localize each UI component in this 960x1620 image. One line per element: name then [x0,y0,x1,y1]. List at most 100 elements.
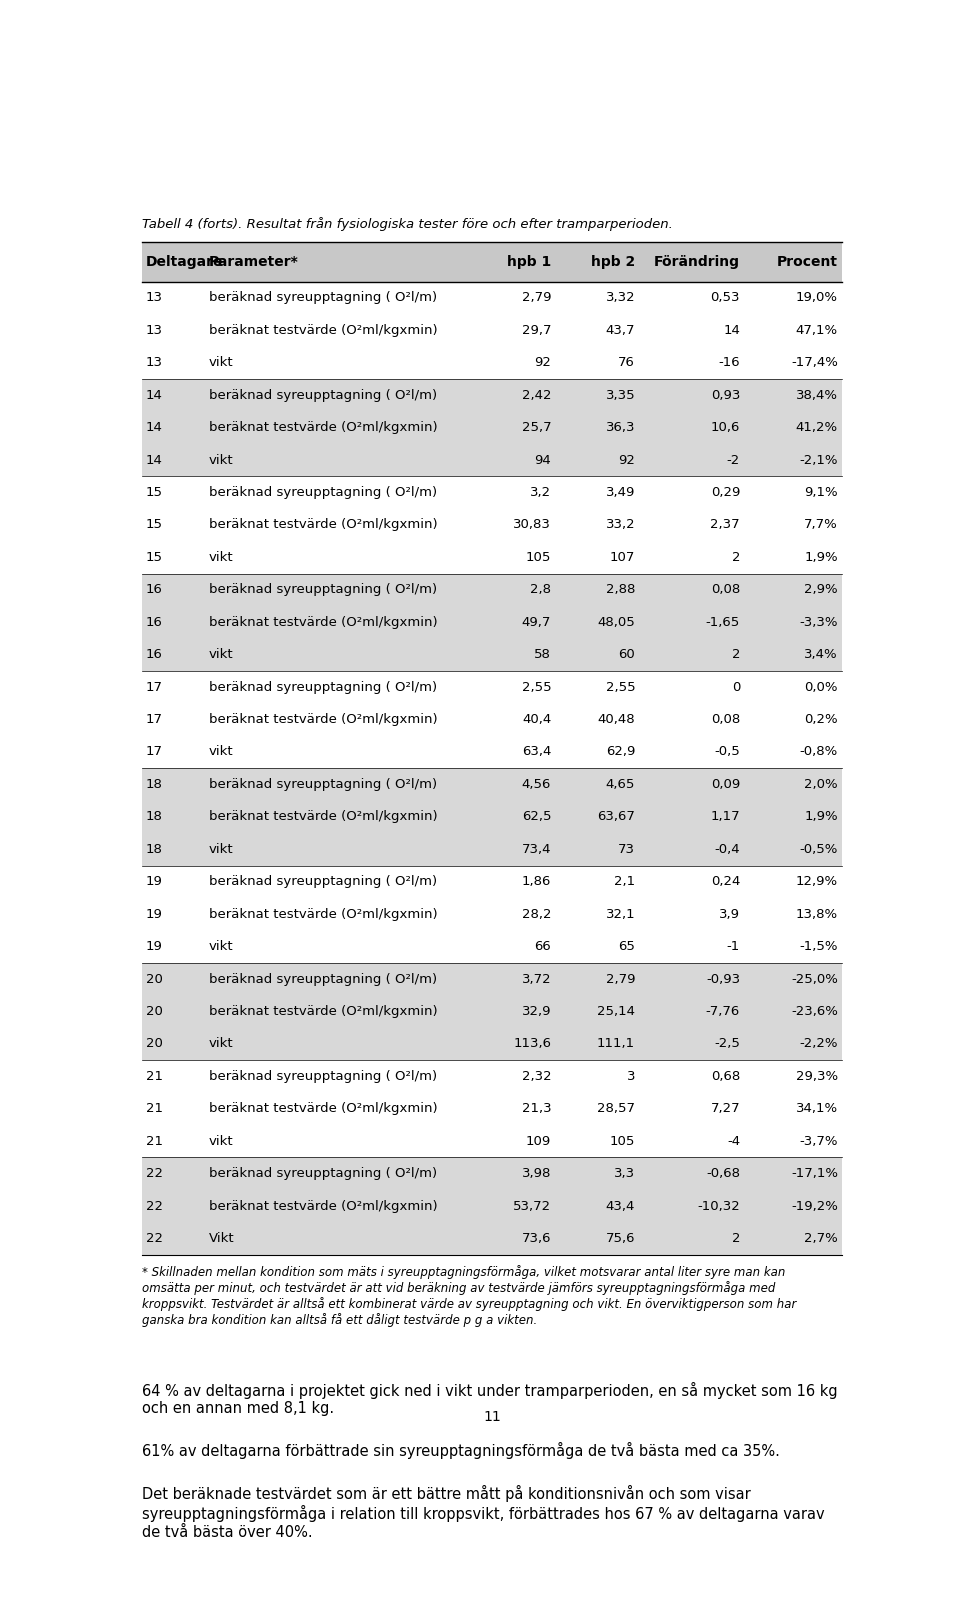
Text: 36,3: 36,3 [606,421,636,434]
Text: 40,48: 40,48 [597,713,636,726]
Text: 17: 17 [146,745,163,758]
Bar [142,314,842,347]
Text: Parameter*: Parameter* [209,254,299,269]
Text: 3: 3 [627,1069,636,1082]
Text: 73: 73 [618,842,636,855]
Text: * Skillnaden mellan kondition som mäts i syreupptagningsförmåga, vilket motsvara: * Skillnaden mellan kondition som mäts i… [142,1265,797,1327]
Text: vikt: vikt [209,356,233,369]
Text: beräknad syreupptagning ( O²l/m): beräknad syreupptagning ( O²l/m) [209,486,437,499]
Text: vikt: vikt [209,1134,233,1147]
Text: 53,72: 53,72 [513,1199,551,1212]
Text: -0,93: -0,93 [706,972,740,985]
Bar [142,962,842,995]
Text: 14: 14 [146,421,163,434]
Bar [142,735,842,768]
Text: 61% av deltagarna förbättrade sin syreupptagningsförmåga de två bästa med ca 35%: 61% av deltagarna förbättrade sin syreup… [142,1442,780,1460]
Bar [142,1059,842,1092]
Text: vikt: vikt [209,1037,233,1050]
Text: hpb 2: hpb 2 [591,254,636,269]
Text: 32,9: 32,9 [521,1004,551,1017]
Text: 16: 16 [146,583,163,596]
Text: 0,53: 0,53 [710,292,740,305]
Text: 1,9%: 1,9% [804,810,838,823]
Text: 73,6: 73,6 [521,1231,551,1246]
Text: 58: 58 [535,648,551,661]
Text: 14: 14 [146,454,163,467]
Text: -0,5: -0,5 [714,745,740,758]
Text: 1,9%: 1,9% [804,551,838,564]
Text: -1,65: -1,65 [706,616,740,629]
Text: 75,6: 75,6 [606,1231,636,1246]
Text: 32,1: 32,1 [606,907,636,920]
Text: 13: 13 [146,324,163,337]
Text: 0,08: 0,08 [710,713,740,726]
Text: 66: 66 [535,940,551,953]
Text: 3,35: 3,35 [606,389,636,402]
Text: 15: 15 [146,551,163,564]
Text: 2,7%: 2,7% [804,1231,838,1246]
Text: 21: 21 [146,1134,163,1147]
Text: 64 % av deltagarna i projektet gick ned i vikt under tramparperioden, en så myck: 64 % av deltagarna i projektet gick ned … [142,1382,838,1416]
Bar [142,995,842,1027]
Text: beräknat testvärde (O²ml/kgxmin): beräknat testvärde (O²ml/kgxmin) [209,713,438,726]
Text: 0,93: 0,93 [710,389,740,402]
Text: vikt: vikt [209,648,233,661]
Text: beräknat testvärde (O²ml/kgxmin): beräknat testvärde (O²ml/kgxmin) [209,1004,438,1017]
Text: 49,7: 49,7 [522,616,551,629]
Text: 22: 22 [146,1199,163,1212]
Text: 38,4%: 38,4% [796,389,838,402]
Text: 21: 21 [146,1069,163,1082]
Text: beräknat testvärde (O²ml/kgxmin): beräknat testvärde (O²ml/kgxmin) [209,421,438,434]
Text: 94: 94 [535,454,551,467]
Text: beräknat testvärde (O²ml/kgxmin): beräknat testvärde (O²ml/kgxmin) [209,907,438,920]
Text: -3,7%: -3,7% [800,1134,838,1147]
Text: 2,37: 2,37 [710,518,740,531]
Text: Procent: Procent [777,254,838,269]
Bar [142,930,842,962]
Bar [142,1092,842,1124]
Text: 4,56: 4,56 [522,778,551,791]
Text: 2: 2 [732,648,740,661]
Text: beräknat testvärde (O²ml/kgxmin): beräknat testvärde (O²ml/kgxmin) [209,1102,438,1115]
Text: vikt: vikt [209,745,233,758]
Text: 0,29: 0,29 [710,486,740,499]
Text: 13,8%: 13,8% [796,907,838,920]
Text: vikt: vikt [209,842,233,855]
Bar [142,833,842,865]
Text: 43,4: 43,4 [606,1199,636,1212]
Text: 20: 20 [146,1037,163,1050]
Text: 11: 11 [483,1409,501,1424]
Text: 1,86: 1,86 [522,875,551,888]
Text: -0,5%: -0,5% [800,842,838,855]
Text: hpb 1: hpb 1 [507,254,551,269]
Text: 22: 22 [146,1166,163,1179]
Text: 2,42: 2,42 [521,389,551,402]
Text: beräknat testvärde (O²ml/kgxmin): beräknat testvärde (O²ml/kgxmin) [209,324,438,337]
Bar [142,1027,842,1059]
Text: 19,0%: 19,0% [796,292,838,305]
Text: -0,8%: -0,8% [800,745,838,758]
Text: -3,3%: -3,3% [800,616,838,629]
Text: 14: 14 [146,389,163,402]
Text: 0: 0 [732,680,740,693]
Text: 113,6: 113,6 [514,1037,551,1050]
Text: 21,3: 21,3 [521,1102,551,1115]
Text: 2: 2 [732,551,740,564]
Text: 65: 65 [618,940,636,953]
Text: beräknat testvärde (O²ml/kgxmin): beräknat testvärde (O²ml/kgxmin) [209,810,438,823]
Bar [142,476,842,509]
Text: 111,1: 111,1 [597,1037,636,1050]
Bar [142,1189,842,1221]
Bar [142,509,842,541]
Bar [142,573,842,606]
Text: 17: 17 [146,713,163,726]
Text: 21: 21 [146,1102,163,1115]
Bar [142,638,842,671]
Text: 41,2%: 41,2% [796,421,838,434]
Text: 13: 13 [146,356,163,369]
Text: 16: 16 [146,616,163,629]
Text: 25,7: 25,7 [521,421,551,434]
Text: 62,5: 62,5 [521,810,551,823]
Text: 3,9: 3,9 [719,907,740,920]
Text: beräknat testvärde (O²ml/kgxmin): beräknat testvärde (O²ml/kgxmin) [209,1199,438,1212]
